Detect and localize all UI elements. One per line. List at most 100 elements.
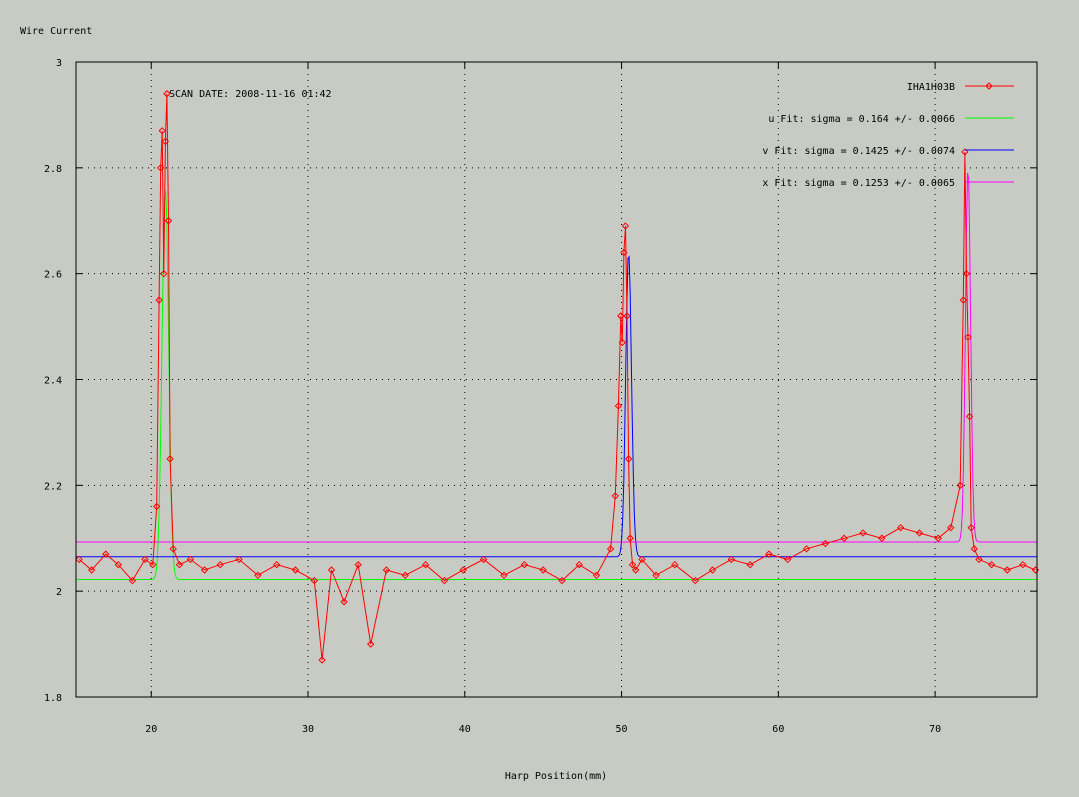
data-point (479, 555, 488, 564)
y-tick-label: 2.4 (44, 376, 62, 387)
data-point (840, 534, 848, 542)
legend-label: IHA1H03B (907, 82, 955, 93)
data-point (970, 545, 978, 553)
x-tick-label: 60 (772, 724, 784, 735)
y-tick-label: 2.8 (44, 164, 62, 175)
data-point (614, 402, 623, 410)
data-point (367, 640, 375, 648)
data-point (75, 555, 83, 564)
data-point (606, 545, 615, 553)
data-point (216, 561, 224, 569)
plot-area-border (75, 61, 1038, 698)
data-point (708, 566, 717, 574)
data-point (291, 566, 300, 574)
data-point (575, 561, 583, 569)
data-point (235, 555, 243, 564)
data-point (200, 566, 209, 574)
x-tick-label: 20 (145, 724, 157, 735)
data-point (340, 598, 348, 606)
data-point (156, 164, 165, 172)
data-point (166, 455, 174, 463)
data-point (611, 492, 619, 500)
data-point (915, 529, 924, 537)
data-point (956, 481, 964, 490)
x-axis-label: Harp Position(mm) (505, 771, 607, 782)
series-layer (75, 90, 1040, 664)
tick-labels: 20 30 40 50 60 70 1.8 2 2.2 2.4 2.6 2.8 3 (44, 58, 941, 735)
data-point (947, 523, 955, 532)
data-point (821, 539, 830, 548)
data-point (765, 550, 773, 558)
data-point (87, 566, 96, 574)
x-tick-label: 50 (616, 724, 628, 735)
data-point (975, 555, 983, 564)
data-point (254, 571, 262, 579)
legend-label: v Fit: sigma = 0.1425 +/- 0.0074 (762, 146, 955, 157)
data-line (78, 93, 1036, 661)
data-point (746, 561, 754, 569)
data-point (459, 566, 467, 574)
data-point (558, 576, 566, 585)
data-point (382, 566, 391, 574)
y-tick-label: 2 (56, 587, 62, 598)
data-point (539, 566, 547, 574)
data-point (163, 90, 171, 98)
data-point (802, 545, 811, 553)
data-point (149, 561, 157, 569)
data-point (631, 566, 640, 574)
y-tick-label: 2.2 (44, 481, 62, 492)
data-point (520, 561, 529, 569)
fit-curve-x (76, 172, 1037, 543)
legend-label: x Fit: sigma = 0.1253 +/- 0.0065 (762, 178, 955, 189)
data-point (401, 571, 409, 579)
data-point (421, 561, 430, 569)
y-tick-label: 3 (56, 58, 62, 69)
data-point (158, 127, 166, 135)
data-point (620, 248, 628, 257)
data-point (691, 576, 699, 585)
data-point (727, 555, 736, 564)
data-point (1019, 561, 1027, 569)
data-point (878, 534, 886, 542)
data-point (318, 656, 326, 664)
data-point (621, 222, 630, 230)
data-point (896, 523, 905, 532)
data-point (962, 269, 971, 278)
data-point (186, 555, 195, 564)
data-point (310, 576, 318, 585)
data-point (169, 545, 177, 553)
fit-curve-u (76, 190, 1037, 580)
grid (76, 61, 1037, 698)
data-point (592, 571, 601, 579)
data-point (965, 412, 974, 421)
data-point (114, 561, 123, 569)
data-point (160, 269, 168, 278)
data-point (967, 523, 975, 532)
data-point (164, 217, 173, 225)
x-tick-label: 30 (302, 724, 314, 735)
data-point (327, 566, 336, 574)
data-point (859, 529, 867, 537)
data-point (141, 555, 149, 564)
data-point (987, 561, 996, 569)
data-point (272, 561, 281, 569)
data-point (638, 555, 646, 564)
data-point (624, 455, 633, 463)
legend-marker (985, 82, 993, 90)
legend-label: u Fit: sigma = 0.164 +/- 0.0066 (768, 114, 955, 125)
data-point (153, 502, 161, 511)
legend: IHA1H03B u Fit: sigma = 0.164 +/- 0.0066 v… (762, 82, 1014, 189)
data-point (628, 561, 637, 569)
data-point (161, 137, 170, 146)
y-tick-label: 1.8 (44, 693, 62, 704)
data-point (500, 571, 508, 579)
data-point (618, 338, 627, 347)
y-tick-label: 2.6 (44, 270, 62, 281)
y-axis-label: Wire Current (20, 26, 92, 37)
data-point (1003, 566, 1011, 574)
data-point (175, 561, 184, 569)
data-point (155, 296, 163, 304)
fit-curve-v (76, 255, 1037, 558)
